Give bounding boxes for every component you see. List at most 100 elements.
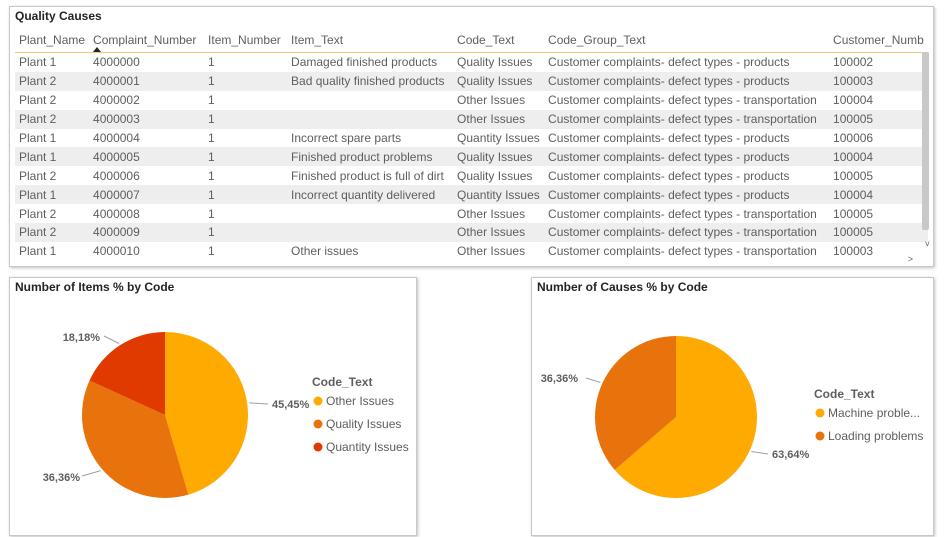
- pie2-legend-marker: [815, 431, 825, 441]
- pie1-slice-other-issues[interactable]: [165, 332, 248, 495]
- table-row[interactable]: Plant 1 4000007 1 Incorrect quantity delive…: [15, 185, 928, 205]
- table-row[interactable]: Plant 2 4000006 1 Finished product is full …: [15, 166, 928, 185]
- table-title: Quality Causes: [15, 9, 102, 23]
- cell-customer-number: 100003: [829, 71, 928, 91]
- table-row[interactable]: Plant 1 4000000 1 Damaged finished products…: [15, 53, 928, 72]
- pie1-data-label: 36,36%: [43, 472, 81, 484]
- pie1-legend-item[interactable]: Quality Issues: [326, 417, 401, 431]
- cell-plant-name: Plant 1: [15, 147, 90, 167]
- scroll-down-icon[interactable]: ˅: [924, 239, 930, 249]
- pie2-slice-machine-proble[interactable]: [614, 336, 757, 498]
- cell-item-text: [287, 91, 453, 110]
- cell-code-text: Quality Issues: [457, 55, 533, 70]
- column-header-code-text[interactable]: Code_Text: [453, 27, 545, 53]
- pie1-legend-item[interactable]: Quantity Issues: [326, 440, 409, 454]
- pie1-legend-title: Code_Text: [312, 375, 372, 389]
- table-row[interactable]: Plant 2 4000001 1 Bad quality finished prod…: [15, 71, 928, 91]
- cell-code-group-text: Customer complaints- defect types - tran…: [544, 223, 830, 242]
- cell-complaint-number: 4000010: [93, 244, 140, 259]
- cell-code-text: Quality Issues: [453, 147, 545, 167]
- pie1-legend-item[interactable]: Other Issues: [326, 394, 394, 408]
- cell-plant-name: Plant 2: [19, 206, 57, 221]
- cell-item-text: Other issues: [291, 244, 359, 259]
- cell-item-text: Finished product is full of dirt: [291, 168, 444, 183]
- pie1-slice-quality-issues[interactable]: [81, 380, 189, 498]
- column-header-item-text[interactable]: Item_Text: [287, 27, 454, 53]
- cell-code-text: Quality Issues: [453, 71, 545, 91]
- column-header-code-group-text[interactable]: Code_Group_Text: [544, 27, 830, 53]
- cell-code-group-text: Customer complaints- defect types - prod…: [548, 131, 790, 145]
- cell-item-number: 1: [208, 55, 215, 70]
- column-header-customer-number[interactable]: Customer_Numb: [829, 27, 928, 53]
- cell-customer-number: 100004: [829, 185, 928, 205]
- cell-item-text: Damaged finished products: [291, 55, 438, 70]
- vertical-scrollbar[interactable]: [922, 52, 929, 230]
- pie2-legend-marker: [815, 408, 825, 418]
- pie1-data-label: 45,45%: [272, 399, 310, 411]
- pie1-slice-quantity-issues[interactable]: [89, 332, 165, 415]
- cell-complaint-number: 4000008: [93, 206, 140, 221]
- cell-item-number: 1: [208, 244, 215, 259]
- cell-complaint-number: 4000004: [93, 131, 140, 145]
- cell-code-group-text: Customer complaints- defect types - tran…: [548, 206, 817, 221]
- cell-code-group-text: Customer complaints- defect types - tran…: [548, 93, 817, 108]
- cell-item-number: 1: [208, 168, 215, 183]
- cell-item-number: 1: [204, 71, 288, 91]
- pie1-leader-line: [103, 335, 120, 344]
- table-row[interactable]: Plant 1 4000005 1 Finished product problems…: [15, 147, 928, 167]
- cell-code-group-text: Customer complaints- defect types - prod…: [544, 71, 830, 91]
- pie1-legend-marker: [313, 442, 323, 452]
- cell-plant-name: Plant 1: [19, 244, 57, 259]
- pie2-legend-item[interactable]: Loading problems: [828, 429, 923, 443]
- table-row[interactable]: Plant 2 4000003 1 Other Issues Customer comp…: [15, 109, 928, 129]
- pie1-leader-line: [249, 402, 269, 405]
- cell-code-group-text: Customer complaints- defect types - prod…: [548, 168, 790, 183]
- cell-customer-number: 100003: [833, 244, 874, 259]
- table-row[interactable]: Plant 1 4000010 1 Other issues Other Issues C…: [15, 242, 928, 261]
- table-row[interactable]: Plant 1 4000004 1 Incorrect spare parts Quan…: [15, 129, 928, 148]
- pie2-leader-line: [751, 450, 769, 455]
- column-header-plant-name[interactable]: Plant_Name: [15, 27, 90, 53]
- cell-item-text: Bad quality finished products: [287, 71, 454, 91]
- table-row[interactable]: Plant 2 4000009 1 Other Issues Customer comp…: [15, 223, 928, 242]
- pie2-title: Number of Causes % by Code: [537, 280, 708, 294]
- pie2-slice-loading-problems[interactable]: [595, 336, 676, 471]
- cell-code-text: Other Issues: [457, 93, 526, 108]
- pie2-legend-item[interactable]: Machine proble...: [828, 406, 920, 420]
- cell-customer-number: 100005: [833, 168, 874, 183]
- cell-plant-name: Plant 2: [15, 109, 90, 129]
- cell-item-number: 1: [204, 185, 288, 205]
- cell-item-number: 1: [208, 131, 215, 145]
- cell-customer-number: 100002: [833, 55, 874, 70]
- scroll-right-icon[interactable]: >: [907, 254, 913, 264]
- cell-customer-number: 100004: [829, 147, 928, 167]
- pie1-leader-line: [81, 470, 101, 477]
- cell-code-group-text: Customer complaints- defect types - tran…: [544, 109, 830, 129]
- table-header-row: Plant_Name Complaint_Number Item_Number …: [15, 27, 928, 53]
- quality-causes-table-visual: Quality Causes Plant_Name Complaint_Numb…: [9, 6, 934, 267]
- cell-plant-name: Plant 2: [15, 71, 90, 91]
- cell-item-text: Finished product problems: [287, 147, 454, 167]
- pie2-data-label: 63,64%: [772, 449, 810, 461]
- table-row[interactable]: Plant 2 4000008 1 Other Issues Customer comp…: [15, 204, 928, 223]
- cell-item-number: 1: [208, 93, 215, 108]
- pie1-data-label: 18,18%: [63, 332, 101, 344]
- pie2-leader-line: [585, 377, 601, 383]
- column-header-complaint-number[interactable]: Complaint_Number: [89, 27, 205, 53]
- table-row[interactable]: Plant 2 4000002 1 Other Issues Customer comp…: [15, 91, 928, 110]
- cell-code-group-text: Customer complaints- defect types - prod…: [544, 185, 830, 205]
- cell-complaint-number: 4000006: [93, 168, 140, 183]
- sort-ascending-icon: [93, 47, 102, 52]
- cell-code-text: Other Issues: [457, 244, 526, 259]
- items-by-code-pie-visual: Number of Items % by Code 45,45% 36,36% 18…: [9, 277, 417, 536]
- column-header-label: Complaint_Number: [93, 32, 197, 47]
- cell-complaint-number: 4000001: [89, 71, 205, 91]
- pie1-title: Number of Items % by Code: [15, 280, 175, 294]
- cell-item-text: Incorrect spare parts: [291, 131, 402, 145]
- cell-code-text: Other Issues: [453, 109, 545, 129]
- quality-causes-table: Plant_Name Complaint_Number Item_Number …: [15, 27, 928, 261]
- column-header-item-number[interactable]: Item_Number: [204, 27, 288, 53]
- cell-plant-name: Plant 2: [19, 93, 57, 108]
- cell-item-number: 1: [204, 147, 288, 167]
- causes-by-code-pie-visual: Number of Causes % by Code 63,64% 36,36% …: [531, 277, 934, 536]
